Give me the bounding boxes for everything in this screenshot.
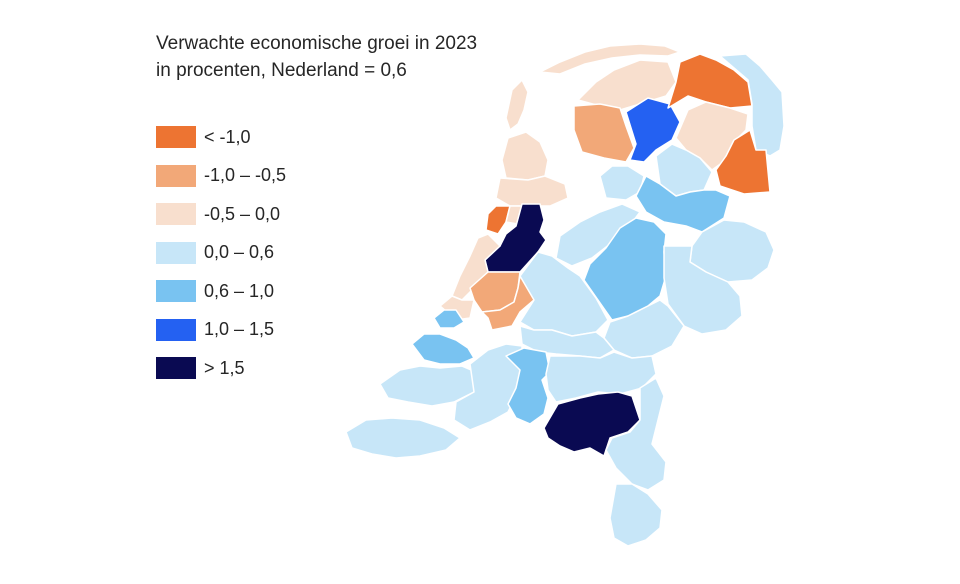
region-texel [505, 79, 529, 131]
legend-swatch [156, 357, 196, 379]
region-wadden-islands [539, 43, 681, 75]
legend-label: -1,0 – -0,5 [204, 165, 287, 185]
region-friesland-east [625, 97, 681, 163]
legend-label: > 1,5 [204, 357, 245, 378]
region-zeeland-north [411, 333, 475, 365]
region-zuidoost-noord-brabant [543, 391, 641, 457]
region-groningen-east [719, 53, 785, 157]
legend-item-neg-1-to-neg-0-5: -1,0 – -0,5 [156, 164, 287, 187]
legend-label: 0,0 – 0,6 [204, 242, 275, 262]
region-zuid-limburg [609, 483, 663, 547]
region-friesland-southwest [573, 103, 635, 163]
legend-swatch [156, 318, 196, 341]
legend-label: 1,0 – 1,5 [204, 319, 275, 339]
legend-item-lt-neg-1: < -1,0 [156, 126, 286, 148]
map-title-line-1: Verwachte economische groei in 2023 [156, 33, 478, 54]
legend-item-gt-1-5: > 1,5 [156, 357, 286, 379]
legend-item-neg-0-5-to-0: -0,5 – 0,0 [156, 203, 286, 225]
region-kop-noord-holland [501, 131, 549, 181]
legend-swatch [156, 280, 196, 302]
region-delft-westland [433, 309, 465, 329]
region-noord-limburg [605, 377, 667, 491]
region-alkmaar-region [495, 175, 569, 207]
legend-item-0-to-0-6: 0,0 – 0,6 [156, 241, 286, 264]
region-west-noord-brabant [453, 343, 523, 431]
region-utrecht [519, 251, 609, 337]
region-zeeuws-vlaanderen [345, 417, 461, 459]
region-noord-overijssel [635, 175, 731, 233]
map-title-line-2: in procenten, Nederland = 0,6 [156, 60, 407, 81]
region-groningen-north [667, 53, 753, 109]
region-midden-noord-brabant [505, 347, 551, 425]
region-drenthe-southeast [715, 129, 771, 195]
legend-label: -0,5 – 0,0 [204, 203, 281, 224]
legend-item-1-to-1-5: 1,0 – 1,5 [156, 318, 286, 341]
legend-label: 0,6 – 1,0 [204, 280, 275, 301]
legend-swatch [156, 126, 196, 148]
legend-item-0-6-to-1: 0,6 – 1,0 [156, 280, 286, 302]
legend-swatch [156, 164, 196, 187]
region-achterhoek [663, 245, 743, 335]
legend: < -1,0 -1,0 – -0,5 -0,5 – 0,0 0,0 – 0,6 … [156, 126, 286, 396]
legend-label: < -1,0 [204, 126, 251, 147]
legend-swatch [156, 241, 196, 264]
legend-swatch [156, 203, 196, 225]
map-title: Verwachte economische groei in 2023 in p… [156, 30, 477, 84]
